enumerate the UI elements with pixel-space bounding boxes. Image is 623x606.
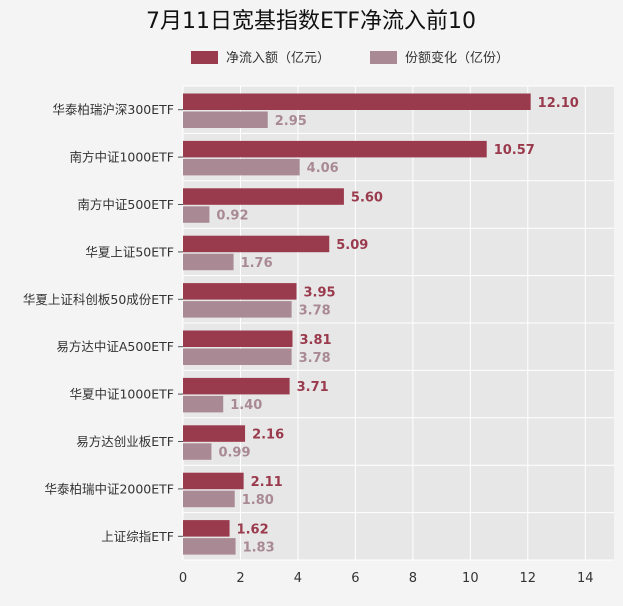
y-tick-label: 华泰柏瑞沪深300ETF — [52, 102, 174, 117]
legend-swatch — [370, 51, 397, 64]
y-tick-label: 华泰柏瑞中证2000ETF — [44, 481, 174, 496]
y-tick-label: 华夏上证50ETF — [85, 244, 174, 259]
bars: 12.10 2.95 10.57 4.06 5.60 0.92 5.09 1.76 3.95 3.… — [183, 93, 579, 555]
data-label-net-inflow: 10.57 — [494, 143, 535, 158]
x-tick-label: 14 — [577, 571, 594, 586]
bar-net-inflow — [183, 520, 230, 537]
bar-share-change — [183, 111, 268, 128]
bar-share-change — [183, 206, 210, 223]
legend-label: 份额变化（亿份） — [405, 50, 509, 66]
data-label-share-change: 3.78 — [299, 351, 331, 366]
y-tick-label: 华夏上证科创板50成份ETF — [23, 292, 174, 307]
data-label-net-inflow: 12.10 — [538, 96, 579, 111]
bar-share-change — [183, 395, 224, 413]
x-tick-label: 10 — [462, 571, 479, 586]
y-tick-label: 华夏中证1000ETF — [69, 387, 174, 402]
chart-title: 7月11日宽基指数ETF净流入前10 — [146, 9, 476, 34]
data-label-share-change: 3.78 — [299, 303, 331, 318]
x-tick-label: 2 — [236, 571, 244, 586]
data-label-net-inflow: 2.11 — [251, 475, 283, 490]
data-label-net-inflow: 1.62 — [237, 522, 269, 537]
x-tick-label: 12 — [520, 571, 537, 586]
x-tick-label: 4 — [294, 571, 302, 586]
y-tick-label: 南方中证500ETF — [77, 197, 174, 212]
bar-share-change — [183, 301, 292, 318]
bar-net-inflow — [183, 235, 330, 253]
bar-net-inflow — [183, 283, 297, 300]
data-label-net-inflow: 3.95 — [303, 285, 335, 300]
data-label-share-change: 4.06 — [307, 161, 339, 176]
data-label-share-change: 2.95 — [275, 114, 307, 129]
bar-net-inflow — [183, 425, 246, 442]
bar-share-change — [183, 538, 236, 555]
bar-share-change — [183, 443, 212, 460]
bar-net-inflow — [183, 140, 487, 158]
bar-net-inflow — [183, 472, 244, 490]
x-tick-label: 0 — [179, 571, 187, 586]
bar-net-inflow — [183, 188, 344, 205]
y-tick-label: 上证综指ETF — [101, 529, 174, 544]
data-label-share-change: 0.99 — [218, 446, 250, 461]
bar-net-inflow — [183, 377, 290, 395]
bar-share-change — [183, 253, 234, 271]
data-label-share-change: 1.40 — [230, 398, 262, 413]
data-label-net-inflow: 5.60 — [351, 191, 383, 206]
data-label-share-change: 1.83 — [243, 540, 275, 555]
data-label-share-change: 1.76 — [241, 256, 273, 271]
y-tick-label: 南方中证1000ETF — [69, 150, 174, 165]
y-tick-label: 易方达创业板ETF — [76, 434, 174, 449]
legend-label: 净流入额（亿元） — [226, 51, 330, 66]
data-label-net-inflow: 3.81 — [299, 333, 331, 348]
legend-swatch — [191, 51, 218, 64]
data-label-share-change: 1.80 — [242, 493, 274, 508]
bar-net-inflow — [183, 330, 293, 347]
x-tick-label: 6 — [351, 571, 359, 586]
legend: 净流入额（亿元） 份额变化（亿份） — [191, 50, 509, 66]
bar-share-change — [183, 490, 235, 508]
data-label-net-inflow: 2.16 — [252, 428, 284, 443]
data-label-net-inflow: 5.09 — [336, 238, 368, 253]
y-tick-label: 易方达中证A500ETF — [56, 339, 174, 354]
bar-net-inflow — [183, 93, 531, 110]
data-label-net-inflow: 3.71 — [297, 380, 329, 395]
axes: 华泰柏瑞沪深300ETF 南方中证1000ETF 南方中证500ETF 华夏上证50E… — [23, 102, 594, 586]
bar-share-change — [183, 348, 292, 365]
bar-share-change — [183, 158, 300, 176]
data-label-share-change: 0.92 — [216, 209, 248, 224]
x-tick-label: 8 — [409, 571, 417, 586]
